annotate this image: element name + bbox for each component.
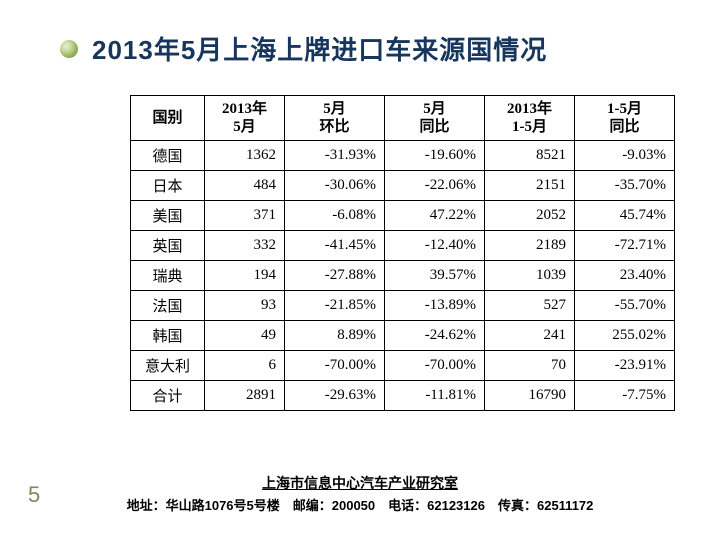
table-cell: 8521 bbox=[485, 141, 575, 171]
table-cell: -70.00% bbox=[285, 351, 385, 381]
table-body: 德国1362-31.93%-19.60%8521-9.03%日本484-30.0… bbox=[131, 141, 675, 411]
table-cell: -30.06% bbox=[285, 171, 385, 201]
table-cell: -19.60% bbox=[385, 141, 485, 171]
table-cell: 371 bbox=[205, 201, 285, 231]
table-row: 日本484-30.06%-22.06%2151-35.70% bbox=[131, 171, 675, 201]
table-cell: -11.81% bbox=[385, 381, 485, 411]
table-row: 英国332-41.45%-12.40%2189-72.71% bbox=[131, 231, 675, 261]
table-cell: 意大利 bbox=[131, 351, 205, 381]
bullet-icon bbox=[60, 40, 78, 58]
table-cell: -7.75% bbox=[575, 381, 675, 411]
table-cell: 527 bbox=[485, 291, 575, 321]
footer-contact: 地址：华山路1076号5号楼 邮编：200050 电话：62123126 传真：… bbox=[0, 495, 720, 514]
table-cell: 47.22% bbox=[385, 201, 485, 231]
table-row: 瑞典194-27.88%39.57%103923.40% bbox=[131, 261, 675, 291]
table-cell: 23.40% bbox=[575, 261, 675, 291]
table-cell: -35.70% bbox=[575, 171, 675, 201]
table-cell: -41.45% bbox=[285, 231, 385, 261]
table-cell: -21.85% bbox=[285, 291, 385, 321]
header-row: 国别 2013年5月 5月环比 5月同比 2013年1-5月 1-5月同比 bbox=[131, 96, 675, 141]
table-cell: 194 bbox=[205, 261, 285, 291]
col-header: 2013年1-5月 bbox=[485, 96, 575, 141]
table-cell: 2052 bbox=[485, 201, 575, 231]
table-cell: 德国 bbox=[131, 141, 205, 171]
table-cell: 49 bbox=[205, 321, 285, 351]
table-cell: -31.93% bbox=[285, 141, 385, 171]
col-header: 5月同比 bbox=[385, 96, 485, 141]
col-header: 国别 bbox=[131, 96, 205, 141]
table-cell: -27.88% bbox=[285, 261, 385, 291]
table-cell: 合计 bbox=[131, 381, 205, 411]
table-cell: -6.08% bbox=[285, 201, 385, 231]
col-header: 5月环比 bbox=[285, 96, 385, 141]
table-cell: 332 bbox=[205, 231, 285, 261]
table-cell: 8.89% bbox=[285, 321, 385, 351]
table-cell: 英国 bbox=[131, 231, 205, 261]
table-cell: 2151 bbox=[485, 171, 575, 201]
table-cell: -29.63% bbox=[285, 381, 385, 411]
table-cell: -24.62% bbox=[385, 321, 485, 351]
table-cell: 93 bbox=[205, 291, 285, 321]
table-cell: 484 bbox=[205, 171, 285, 201]
table-cell: 美国 bbox=[131, 201, 205, 231]
table-cell: -72.71% bbox=[575, 231, 675, 261]
footer-org: 上海市信息中心汽车产业研究室 bbox=[0, 473, 720, 493]
table-cell: 39.57% bbox=[385, 261, 485, 291]
table-row: 意大利6-70.00%-70.00%70-23.91% bbox=[131, 351, 675, 381]
table-cell: 45.74% bbox=[575, 201, 675, 231]
col-header: 1-5月同比 bbox=[575, 96, 675, 141]
table-cell: 日本 bbox=[131, 171, 205, 201]
table-cell: 6 bbox=[205, 351, 285, 381]
table-row: 合计2891-29.63%-11.81%16790-7.75% bbox=[131, 381, 675, 411]
table-row: 韩国498.89%-24.62%241255.02% bbox=[131, 321, 675, 351]
table-cell: -9.03% bbox=[575, 141, 675, 171]
table-row: 美国371-6.08%47.22%205245.74% bbox=[131, 201, 675, 231]
table-cell: 241 bbox=[485, 321, 575, 351]
table-cell: -12.40% bbox=[385, 231, 485, 261]
table-cell: 255.02% bbox=[575, 321, 675, 351]
page-number: 5 bbox=[28, 482, 40, 508]
title-row: 2013年5月上海上牌进口车来源国情况 bbox=[0, 0, 720, 85]
table-cell: 韩国 bbox=[131, 321, 205, 351]
table-cell: -22.06% bbox=[385, 171, 485, 201]
col-header: 2013年5月 bbox=[205, 96, 285, 141]
table-cell: 16790 bbox=[485, 381, 575, 411]
table-cell: -23.91% bbox=[575, 351, 675, 381]
page-title: 2013年5月上海上牌进口车来源国情况 bbox=[92, 30, 547, 67]
table-cell: 70 bbox=[485, 351, 575, 381]
table-cell: 1362 bbox=[205, 141, 285, 171]
table-cell: 法国 bbox=[131, 291, 205, 321]
table-cell: 2189 bbox=[485, 231, 575, 261]
table-row: 法国93-21.85%-13.89%527-55.70% bbox=[131, 291, 675, 321]
table-cell: 2891 bbox=[205, 381, 285, 411]
data-table: 国别 2013年5月 5月环比 5月同比 2013年1-5月 1-5月同比 德国… bbox=[130, 95, 675, 411]
table-cell: 瑞典 bbox=[131, 261, 205, 291]
table-cell: -70.00% bbox=[385, 351, 485, 381]
table-row: 德国1362-31.93%-19.60%8521-9.03% bbox=[131, 141, 675, 171]
footer: 上海市信息中心汽车产业研究室 地址：华山路1076号5号楼 邮编：200050 … bbox=[0, 473, 720, 514]
table-cell: 1039 bbox=[485, 261, 575, 291]
table-cell: -55.70% bbox=[575, 291, 675, 321]
data-table-wrap: 国别 2013年5月 5月环比 5月同比 2013年1-5月 1-5月同比 德国… bbox=[130, 95, 675, 411]
table-header: 国别 2013年5月 5月环比 5月同比 2013年1-5月 1-5月同比 bbox=[131, 96, 675, 141]
table-cell: -13.89% bbox=[385, 291, 485, 321]
